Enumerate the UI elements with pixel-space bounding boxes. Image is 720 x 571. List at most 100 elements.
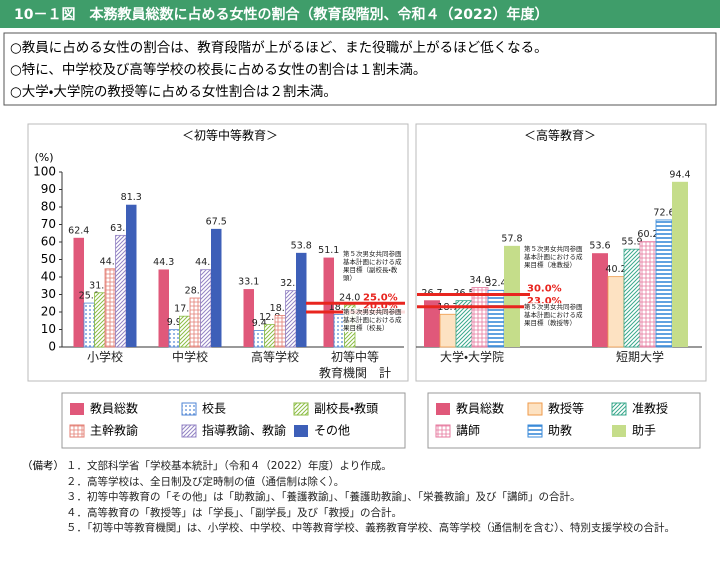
bar xyxy=(126,204,137,347)
legend-label: 教授等 xyxy=(548,401,584,416)
value-label: 62.4 xyxy=(68,225,89,236)
x-tick-label: 初等中等 教育機関 計 xyxy=(318,350,391,380)
bar xyxy=(672,181,688,347)
bar xyxy=(424,300,440,347)
note-item-box: ４．高等教育の「教授等」は「学長」、「副学長」及び「教授」の合計。 xyxy=(66,507,402,519)
note-item-box: １．文部科学省「学校基本統計」（令和４（2022）年度）より作成。 xyxy=(66,460,392,472)
note-item-box: ５．「初等中等教育機関」は、小学校、中学校、中等教育学校、義務教育学校、高等学校… xyxy=(66,522,675,534)
panel-frame xyxy=(415,123,707,382)
bar xyxy=(487,289,505,348)
legend-label: 指導教諭、教諭 xyxy=(202,423,286,438)
x-tick-label: 短期大学 xyxy=(615,350,664,364)
reference-note: 第５次男女共同参画基本計画における成果目標（校長） xyxy=(343,308,405,332)
bar xyxy=(158,269,169,347)
x-tick-label: 小学校 xyxy=(86,350,123,364)
legend-label: 校長 xyxy=(202,402,226,416)
value-label: 33.1 xyxy=(238,277,259,288)
legend-swatch xyxy=(612,425,626,437)
legend-label: 助教 xyxy=(548,423,572,438)
legend-swatch xyxy=(436,403,450,415)
value-label: 51.1 xyxy=(318,245,339,256)
bar xyxy=(471,287,489,348)
bar xyxy=(607,276,625,348)
bar xyxy=(253,330,265,348)
value-label: 24.0 xyxy=(339,293,360,304)
value-label: 44.2 xyxy=(195,257,216,268)
bar xyxy=(189,297,201,348)
bar xyxy=(655,219,673,348)
y-tick-label: 90 xyxy=(41,182,56,196)
value-label: 63.8 xyxy=(110,223,131,234)
value-label: 60.2 xyxy=(637,229,658,240)
x-tick-label-box: 小学校 xyxy=(86,350,123,364)
legend-swatch xyxy=(527,424,543,438)
bar xyxy=(200,269,212,348)
reference-note-box: 第５次男女共同参画基本計画における成果目標（校長） xyxy=(343,308,405,332)
legend-swatch xyxy=(611,402,627,416)
panel-title: ＜高等教育＞ xyxy=(524,128,596,143)
note-item: １．文部科学省「学校基本統計」（令和４（2022）年度）より作成。 xyxy=(66,460,392,472)
panel-frame xyxy=(27,123,409,382)
bar xyxy=(115,234,127,348)
x-tick-label-box: 初等中等 教育機関 計 xyxy=(318,350,391,380)
value-label: 81.3 xyxy=(121,192,142,203)
note-item: ５．「初等中等教育機関」は、小学校、中学校、中等教育学校、義務教育学校、高等学校… xyxy=(66,522,675,534)
value-label: 72.6 xyxy=(653,207,674,218)
reference-label: 25.0% xyxy=(363,292,398,303)
y-tick-label: 20 xyxy=(41,305,56,319)
x-tick-label-box: 短期大学 xyxy=(615,350,664,364)
value-label: 67.5 xyxy=(206,216,227,227)
y-tick-label: 10 xyxy=(41,322,56,336)
legend-label: 助手 xyxy=(632,424,656,438)
bar xyxy=(104,268,116,348)
legend-box xyxy=(61,392,406,449)
legend-label: 講師 xyxy=(456,424,480,438)
bar xyxy=(439,313,457,348)
legend-label: 教員総数 xyxy=(90,401,138,416)
value-label: 40.2 xyxy=(605,264,626,275)
bar xyxy=(243,289,254,347)
reference-note-box: 第５次男女共同参画基本計画における成果目標（教授等） xyxy=(524,303,586,327)
legend-label: その他 xyxy=(314,424,350,438)
value-label: 31.0 xyxy=(89,280,110,291)
bar xyxy=(639,241,657,348)
legend-swatch xyxy=(294,425,308,437)
summary-box xyxy=(3,32,717,106)
y-tick-label: 70 xyxy=(41,217,56,231)
legend-swatch xyxy=(70,403,84,415)
bar xyxy=(211,228,222,347)
value-label: 9.9 xyxy=(167,317,182,328)
y-axis-label: (%) xyxy=(34,151,53,164)
value-label: 44.7 xyxy=(100,256,121,267)
value-label: 12.8 xyxy=(259,312,280,323)
reference-note: 第５次男女共同参画基本計画における成果目標（准教授） xyxy=(524,245,586,269)
summary-line: ○特に、中学校及び高等学校の校長に占める女性の割合は１割未満。 xyxy=(10,61,426,78)
reference-note-box: 第５次男女共同参画基本計画における成果目標（准教授） xyxy=(524,245,586,269)
bar xyxy=(179,315,191,348)
summary-line: ○大学・大学院の教授等に占める女性割合は２割未満。 xyxy=(10,83,337,100)
value-label: 17.6 xyxy=(174,304,195,315)
reference-label: 23.0% xyxy=(527,296,562,307)
y-tick-label: 0 xyxy=(48,340,56,354)
value-label: 57.8 xyxy=(501,233,522,244)
bar xyxy=(94,292,106,348)
note-item-box: ３．初等中等教育の「その他」は「助教諭」、「養護教諭」、「養護助教諭」、「栄養教… xyxy=(66,491,581,503)
bar xyxy=(285,290,297,348)
reference-label: 20.0% xyxy=(363,301,398,312)
y-tick-label: 100 xyxy=(33,165,56,179)
reference-note: 第５次男女共同参画基本計画における成果目標（副校長・教頭） xyxy=(343,250,405,282)
y-tick-label: 60 xyxy=(41,235,56,249)
reference-note-box: 第５次男女共同参画基本計画における成果目標（副校長・教頭） xyxy=(343,250,405,282)
value-label: 53.6 xyxy=(589,241,610,252)
bar xyxy=(83,302,95,348)
legend-swatch xyxy=(181,402,197,416)
legend-swatch xyxy=(69,424,85,438)
value-label: 25.1 xyxy=(79,291,100,302)
note-item: ２．高等学校は、全日制及び定時制の値（通信制は除く）。 xyxy=(66,475,345,488)
value-label: 18.0 xyxy=(270,303,291,314)
bar xyxy=(296,252,307,347)
value-label: 44.3 xyxy=(153,257,174,268)
reference-label: 30.0% xyxy=(527,284,562,295)
value-label: 32.4 xyxy=(485,278,506,289)
